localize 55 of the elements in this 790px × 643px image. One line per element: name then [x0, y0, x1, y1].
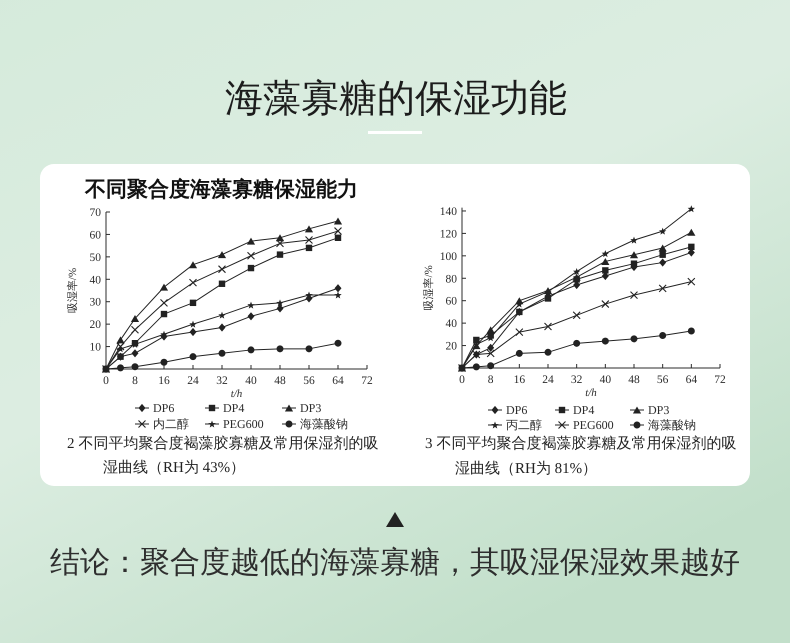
x-tick-label: 16 [514, 374, 526, 386]
y-tick-label: 40 [446, 318, 458, 330]
text: 2 不同平均聚合度褐藻胶寡糖及常用保湿剂的吸湿曲线（RH为 43%） [67, 435, 378, 476]
legend-label: DP4 [223, 401, 244, 415]
legend-label: PEG600 [573, 418, 614, 432]
y-tick-label: 50 [90, 252, 102, 264]
legend-label: 海藻酸钠 [648, 418, 696, 432]
y-tick-label: 30 [90, 296, 102, 309]
x-tick-label: 72 [361, 375, 373, 387]
x-tick-label: 0 [459, 374, 466, 386]
text: 3 不同平均聚合度褐藻胶寡糖及常用保湿剂的吸湿曲线（RH为 81%） [425, 435, 736, 477]
legend-label: 内二醇 [153, 417, 189, 431]
y-tick-label: 70 [90, 207, 102, 219]
y-tick-label: 60 [90, 229, 102, 242]
y-tick-label: 20 [90, 319, 102, 332]
x-tick-label: 48 [274, 375, 286, 387]
y-tick-label: 80 [446, 273, 458, 286]
x-tick-label: 48 [628, 374, 640, 386]
x-tick-label: 64 [686, 374, 698, 386]
text: 结论：聚合度越低的海藻寡糖，其吸湿保湿效果越好 [50, 546, 740, 579]
x-tick-label: 32 [570, 374, 583, 386]
x-tick-label: 16 [158, 375, 170, 387]
legend-label: DP4 [573, 403, 594, 417]
y-tick-label: 100 [440, 250, 458, 263]
x-tick-label: 0 [103, 375, 110, 387]
x-tick-label: 24 [187, 375, 199, 387]
y-tick-label: 60 [446, 296, 458, 308]
chart-title: 海藻寡糖的保湿功能 [225, 78, 567, 120]
x-tick-label: 40 [600, 374, 612, 386]
y-tick-label: 10 [90, 342, 102, 354]
y-axis-title: 吸湿率/% [66, 268, 79, 314]
legend-label: DP3 [300, 401, 322, 415]
x-tick-label: 56 [656, 374, 669, 386]
x-tick-label: 64 [332, 375, 344, 387]
x-tick-label: 56 [303, 375, 315, 387]
x-axis-title: t/h [585, 387, 598, 399]
legend-label: PEG600 [223, 417, 264, 431]
x-tick-label: 32 [216, 375, 228, 387]
legend-label: DP6 [153, 401, 174, 415]
y-tick-label: 40 [90, 274, 102, 286]
y-tick-label: 120 [440, 228, 458, 240]
x-tick-label: 40 [245, 375, 257, 387]
legend-label: 丙二醇 [506, 418, 542, 432]
x-tick-label: 8 [488, 374, 494, 386]
y-axis-title: 吸湿率/% [422, 265, 435, 310]
x-tick-label: 72 [714, 374, 726, 386]
x-tick-label: 8 [132, 375, 138, 387]
legend-label: DP6 [506, 403, 528, 417]
legend-label: 海藻酸钠 [300, 417, 348, 431]
chart-subtitle: 不同聚合度海藻寡糖保湿能力 [84, 177, 358, 201]
legend-label: DP3 [648, 403, 670, 417]
x-tick-label: 24 [542, 374, 554, 386]
y-tick-label: 20 [446, 340, 458, 353]
x-axis-title: t/h [230, 388, 243, 400]
y-tick-label: 140 [440, 206, 458, 218]
